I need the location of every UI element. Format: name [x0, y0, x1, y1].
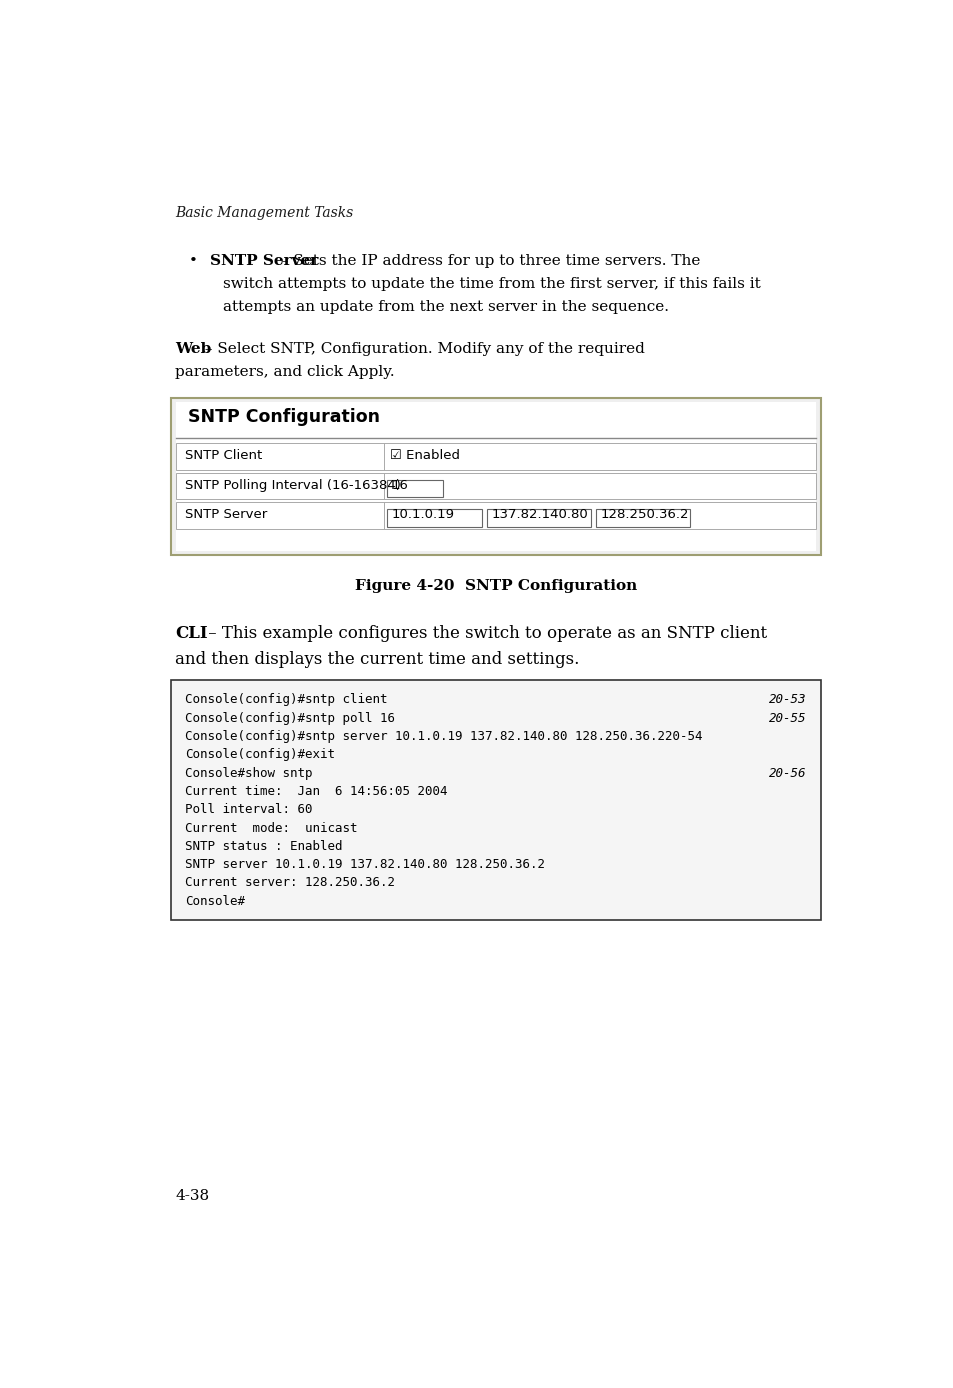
Text: parameters, and click Apply.: parameters, and click Apply.: [174, 365, 395, 379]
Text: Figure 4-20  SNTP Configuration: Figure 4-20 SNTP Configuration: [355, 579, 637, 593]
Text: Console(config)#sntp poll 16: Console(config)#sntp poll 16: [185, 712, 395, 725]
Text: SNTP Client: SNTP Client: [185, 450, 262, 462]
Text: Web: Web: [174, 341, 211, 357]
Text: 20-53: 20-53: [768, 693, 806, 706]
Text: – This example configures the switch to operate as an SNTP client: – This example configures the switch to …: [203, 625, 766, 641]
Bar: [387, 480, 443, 497]
Text: Current  mode:  unicast: Current mode: unicast: [185, 822, 357, 834]
Text: ☑ Enabled: ☑ Enabled: [390, 450, 460, 462]
Bar: [171, 397, 820, 555]
Text: SNTP Server: SNTP Server: [210, 254, 318, 268]
Text: SNTP status : Enabled: SNTP status : Enabled: [185, 840, 342, 852]
Text: 128.250.36.2: 128.250.36.2: [599, 508, 688, 522]
Text: 20-55: 20-55: [768, 712, 806, 725]
Text: Basic Management Tasks: Basic Management Tasks: [174, 205, 353, 219]
Bar: [175, 403, 815, 437]
Text: and then displays the current time and settings.: and then displays the current time and s…: [174, 651, 578, 668]
Text: SNTP Polling Interval (16-16384): SNTP Polling Interval (16-16384): [185, 479, 400, 491]
Text: Current time:  Jan  6 14:56:05 2004: Current time: Jan 6 14:56:05 2004: [185, 784, 447, 798]
Text: attempts an update from the next server in the sequence.: attempts an update from the next server …: [223, 300, 668, 314]
Bar: [175, 473, 815, 500]
Text: 10.1.0.19: 10.1.0.19: [392, 508, 455, 522]
Text: SNTP server 10.1.0.19 137.82.140.80 128.250.36.2: SNTP server 10.1.0.19 137.82.140.80 128.…: [185, 858, 544, 872]
Bar: [175, 502, 815, 529]
Text: Console#: Console#: [185, 895, 245, 908]
Text: 16: 16: [392, 479, 409, 491]
Text: 4-38: 4-38: [174, 1190, 209, 1203]
Bar: [596, 509, 690, 526]
Text: switch attempts to update the time from the first server, if this fails it: switch attempts to update the time from …: [223, 276, 760, 290]
Text: CLI: CLI: [174, 625, 208, 641]
Text: 20-56: 20-56: [768, 766, 806, 780]
Bar: [175, 403, 815, 551]
Text: 137.82.140.80: 137.82.140.80: [491, 508, 587, 522]
Text: SNTP Server: SNTP Server: [185, 508, 267, 522]
Text: Console(config)#sntp server 10.1.0.19 137.82.140.80 128.250.36.220-54: Console(config)#sntp server 10.1.0.19 13…: [185, 730, 702, 743]
Text: Console(config)#exit: Console(config)#exit: [185, 748, 335, 761]
Text: – Sets the IP address for up to three time servers. The: – Sets the IP address for up to three ti…: [275, 254, 700, 268]
Text: Console#show sntp: Console#show sntp: [185, 766, 313, 780]
Text: •: •: [189, 254, 197, 268]
Bar: [175, 443, 815, 469]
Text: Poll interval: 60: Poll interval: 60: [185, 804, 313, 816]
Bar: [486, 509, 591, 526]
Bar: [171, 680, 820, 920]
Bar: [387, 509, 481, 526]
Text: – Select SNTP, Configuration. Modify any of the required: – Select SNTP, Configuration. Modify any…: [199, 341, 644, 357]
Text: SNTP Configuration: SNTP Configuration: [188, 408, 380, 426]
Text: Console(config)#sntp client: Console(config)#sntp client: [185, 693, 387, 706]
Text: Current server: 128.250.36.2: Current server: 128.250.36.2: [185, 876, 395, 890]
